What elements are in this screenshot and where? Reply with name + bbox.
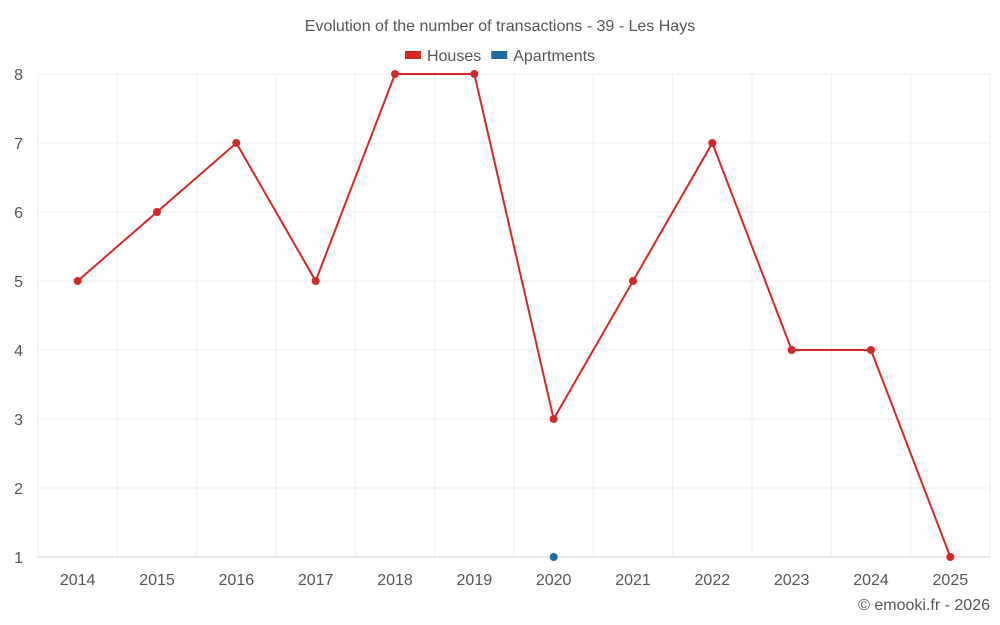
series-layer <box>73 70 955 561</box>
series-line <box>77 73 952 558</box>
series-apartments <box>549 553 558 561</box>
x-tick-label: 2021 <box>615 572 651 589</box>
x-tick-label: 2017 <box>298 572 334 589</box>
x-tick-label: 2016 <box>219 572 255 589</box>
x-axis-ticks: 2014 2015 2016 2017 2018 2019 2020 2021 2022 2023… <box>60 572 968 589</box>
legend-swatch-apartments <box>491 51 508 59</box>
x-tick-label: 2022 <box>695 572 731 589</box>
data-point[interactable] <box>629 277 637 285</box>
data-point[interactable] <box>73 277 82 285</box>
data-point[interactable] <box>708 139 717 147</box>
credit-text: © emooki.fr - 2026 <box>858 597 990 614</box>
data-point[interactable] <box>549 553 558 561</box>
y-tick-label: 8 <box>14 67 23 84</box>
x-tick-label: 2015 <box>139 572 175 589</box>
y-tick-label: 7 <box>14 136 23 153</box>
x-tick-label: 2025 <box>933 572 969 589</box>
x-tick-label: 2023 <box>774 572 810 589</box>
chart-title: Evolution of the number of transactions … <box>305 18 695 35</box>
y-axis-ticks: 1 2 3 4 5 6 7 8 <box>14 67 23 567</box>
data-point[interactable] <box>867 346 875 354</box>
legend-swatch-houses <box>404 51 421 59</box>
grid <box>37 73 991 558</box>
y-tick-label: 5 <box>14 274 23 291</box>
legend-label-houses[interactable]: Houses <box>427 48 481 65</box>
data-point[interactable] <box>946 553 955 561</box>
y-tick-label: 3 <box>14 412 23 429</box>
y-tick-label: 2 <box>14 481 23 498</box>
y-tick-label: 1 <box>14 550 23 567</box>
y-tick-label: 6 <box>14 205 23 222</box>
series-houses <box>73 70 955 561</box>
x-tick-label: 2020 <box>536 572 572 589</box>
data-point[interactable] <box>311 277 320 285</box>
x-tick-label: 2014 <box>60 572 96 589</box>
data-point[interactable] <box>787 346 796 354</box>
legend: Houses Apartments <box>404 48 595 65</box>
x-tick-label: 2018 <box>377 572 413 589</box>
x-tick-label: 2019 <box>457 572 493 589</box>
data-point[interactable] <box>153 208 161 216</box>
data-point[interactable] <box>232 139 241 147</box>
data-point[interactable] <box>470 70 479 78</box>
y-tick-label: 4 <box>14 343 23 360</box>
data-point[interactable] <box>391 70 399 78</box>
legend-label-apartments[interactable]: Apartments <box>513 48 595 65</box>
data-point[interactable] <box>549 415 558 423</box>
x-tick-label: 2024 <box>853 572 889 589</box>
